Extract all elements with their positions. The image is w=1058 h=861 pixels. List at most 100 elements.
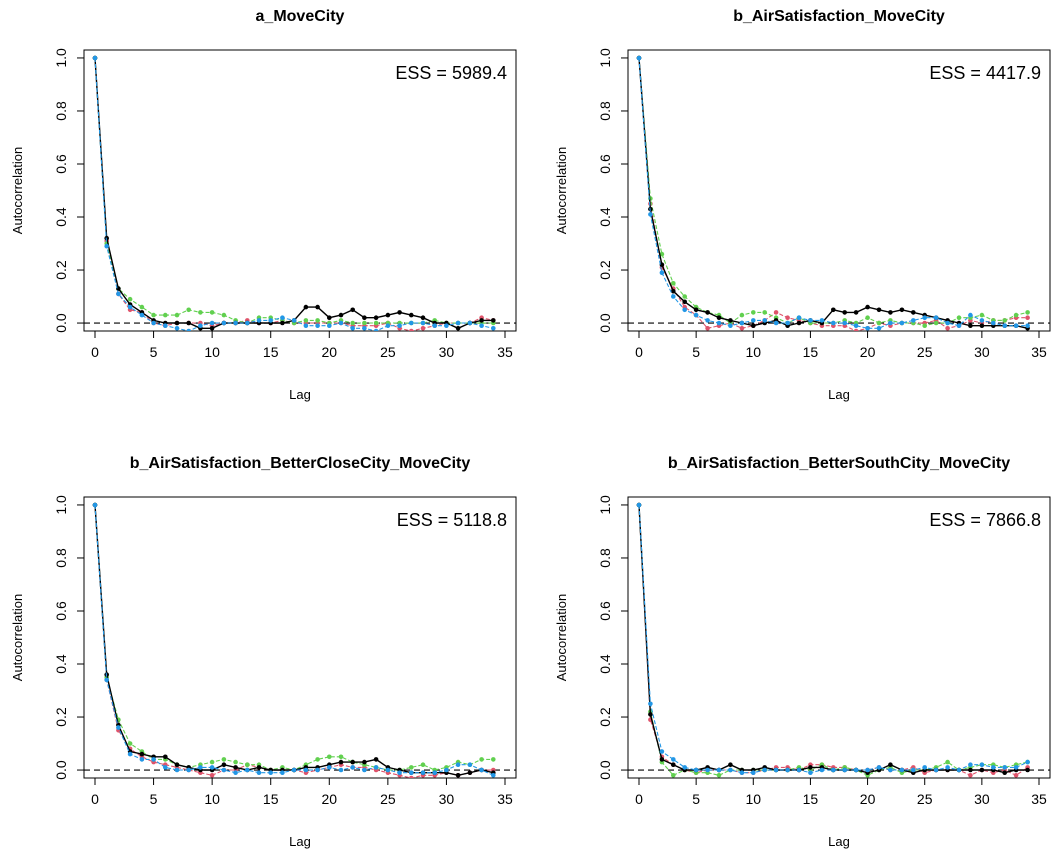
data-point [762,310,767,315]
data-point [682,307,687,313]
x-tick-label: 35 [1031,791,1047,807]
data-point [922,315,927,321]
data-point [479,757,484,762]
data-point [209,765,215,770]
data-point [933,320,939,326]
series-chain-3 [92,502,496,773]
data-point [209,326,215,331]
data-point [245,762,250,767]
data-point [842,320,847,326]
plot-frame [627,496,1051,779]
acf-panel-4: b_AirSatisfaction_BetterSouthCity_MoveCi… [554,455,1051,849]
y-axis-label: Autocorrelation [10,147,25,234]
data-point [174,762,180,767]
y-axis-label: Autocorrelation [554,594,569,681]
data-point [116,725,121,730]
data-point [853,767,859,773]
data-point [831,767,836,773]
series-line [638,504,1028,774]
x-tick-label: 10 [745,344,761,360]
data-point [819,318,825,323]
series-chain-2 [92,55,496,331]
data-point [956,767,962,773]
data-point [92,502,98,508]
x-tick-label: 20 [860,791,876,807]
series-chain-4 [92,55,496,331]
data-point [682,299,687,305]
data-point [104,243,109,249]
data-point [385,323,391,329]
x-tick-label: 5 [150,791,158,807]
data-point [280,315,285,321]
data-point [911,767,916,773]
data-point [659,251,665,257]
x-tick-label: 0 [91,344,99,360]
y-tick-label: 1.0 [597,495,613,515]
data-point [865,767,870,773]
data-point [174,312,180,318]
data-point [659,749,665,754]
series-chain-1 [92,55,496,331]
x-tick-label: 10 [745,791,761,807]
x-tick-label: 5 [150,344,158,360]
data-point [739,312,745,318]
data-point [385,767,391,773]
data-point [186,320,191,326]
data-point [739,326,745,331]
y-tick-label: 0.4 [597,654,613,674]
data-point [705,310,710,315]
data-point [671,757,676,762]
ess-annotation: ESS = 5118.8 [397,510,507,530]
data-point [956,323,962,329]
data-point [409,765,414,770]
data-point [327,315,332,321]
data-point [979,318,985,323]
y-tick-label: 0.0 [597,313,613,333]
series-line [94,504,494,778]
x-tick-label: 15 [263,791,279,807]
data-point [933,315,939,321]
acf-panel-2: b_AirSatisfaction_MoveCity 0 5 10 15 20 25 30 35… [554,8,1051,402]
data-point [693,312,699,318]
x-tick-label: 25 [380,791,396,807]
data-point [671,281,676,286]
y-tick-label: 0.4 [53,207,69,227]
data-point [409,775,414,778]
x-tick-label: 0 [635,791,643,807]
series-chain-2 [636,55,1030,331]
data-point [979,762,985,767]
ess-annotation: ESS = 7866.8 [929,510,1041,530]
data-point [327,323,332,329]
series-line [94,57,494,331]
data-point [209,759,215,765]
data-point [139,312,145,318]
data-point [338,759,344,765]
data-point [991,320,996,326]
data-point [104,677,109,683]
data-point [233,759,238,765]
data-point [221,757,227,762]
data-point [796,767,802,773]
data-point [1013,765,1019,770]
data-point [350,320,356,326]
data-point [716,320,722,326]
data-point [186,328,191,331]
data-point [221,320,227,326]
data-point [455,326,461,331]
series-chain-1 [636,502,1030,775]
data-point [491,757,496,762]
data-point [151,320,156,326]
data-point [362,767,367,773]
data-point [945,320,950,326]
data-point [127,296,133,302]
data-point [209,320,215,326]
data-point [280,770,285,775]
data-point [968,773,973,778]
data-point [739,320,745,326]
x-tick-label: 0 [91,791,99,807]
data-point [233,320,238,326]
data-point [888,762,893,767]
data-point [373,320,379,326]
data-point [467,770,473,775]
